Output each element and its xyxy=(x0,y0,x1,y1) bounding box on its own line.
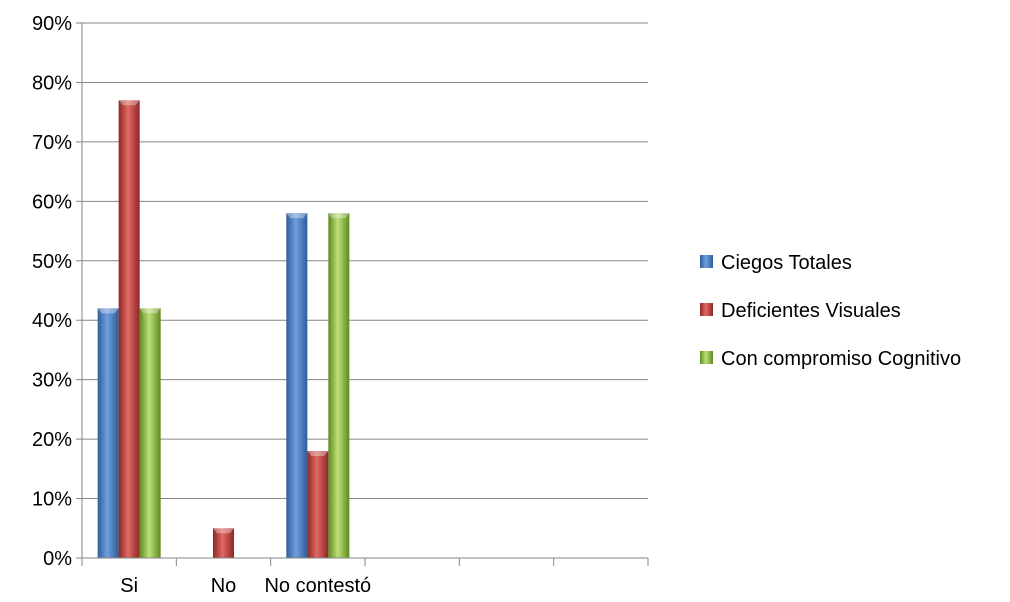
bar xyxy=(328,213,350,558)
gridlines xyxy=(82,22,648,500)
bar xyxy=(97,308,119,558)
legend-swatch xyxy=(700,255,713,268)
y-tick-labels: 0% 10% 20% 30% 40% 50% 60% 70% 80% 90% xyxy=(32,13,72,570)
bar-bevel xyxy=(139,308,161,314)
x-tick-label: Si xyxy=(120,575,138,597)
bar xyxy=(118,100,140,559)
bar-bevel xyxy=(328,213,350,219)
x-tick-label: No contestó xyxy=(264,575,371,597)
x-tick-label: No xyxy=(211,575,237,597)
y-tick-label: 90% xyxy=(32,13,72,35)
bars xyxy=(97,100,350,559)
y-tick-label: 20% xyxy=(32,429,72,451)
y-tick-label: 60% xyxy=(32,191,72,213)
legend-swatch xyxy=(700,303,713,316)
x-tick-labels: Si No No contestó xyxy=(120,575,371,597)
legend-swatch xyxy=(700,351,713,364)
bar-bevel xyxy=(213,528,234,534)
legend-label: Con compromiso Cognitivo xyxy=(721,348,961,370)
bar xyxy=(286,213,308,558)
legend-label: Deficientes Visuales xyxy=(721,300,901,322)
bar-bevel xyxy=(307,451,329,456)
y-tick-label: 70% xyxy=(32,132,72,154)
legend: Ciegos Totales Deficientes Visuales Con co… xyxy=(700,252,961,370)
bar-bevel xyxy=(286,213,308,219)
axes xyxy=(76,22,649,566)
y-tick-label: 40% xyxy=(32,310,72,332)
y-tick-label: 30% xyxy=(32,370,72,392)
legend-label: Ciegos Totales xyxy=(721,252,852,274)
y-tick-label: 10% xyxy=(32,489,72,511)
bar xyxy=(213,528,234,558)
y-tick-label: 50% xyxy=(32,251,72,273)
bar xyxy=(307,451,329,558)
bar xyxy=(139,308,161,558)
bar-bevel xyxy=(97,308,119,314)
bar-bevel xyxy=(118,100,140,106)
y-tick-label: 80% xyxy=(32,72,72,94)
y-tick-label: 0% xyxy=(43,548,72,570)
